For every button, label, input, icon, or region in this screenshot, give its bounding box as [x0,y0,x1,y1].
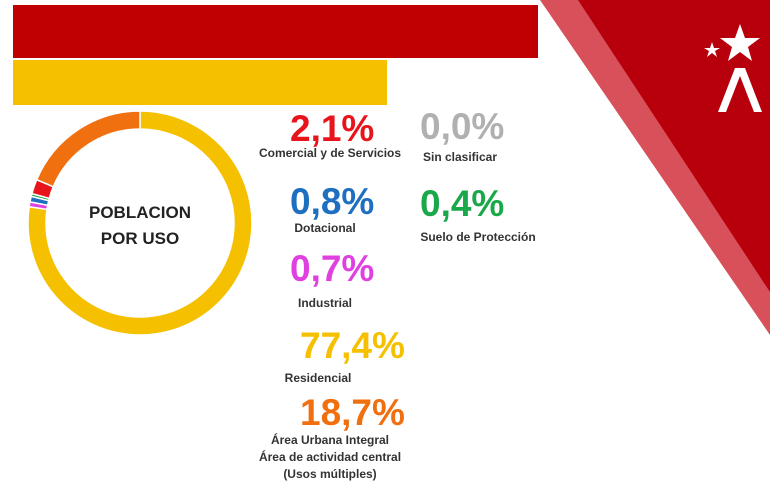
chart-title: POBLACION POR USO [89,203,191,248]
category-label: Suelo de Protección [420,230,536,244]
header-bar [13,5,538,58]
value-label: 2,1% [290,108,375,149]
category-label: Industrial [297,296,353,310]
value-label: 77,4% [300,325,405,366]
value-label: 18,7% [300,392,405,433]
diagonal-band [578,0,770,292]
donut-slice [27,110,253,336]
category-label: Dotacional [294,221,356,235]
value-label: 0,8% [290,181,375,222]
subheader-bar [13,60,387,105]
value-label: 0,4% [420,183,505,224]
logo [704,24,762,112]
donut-slice [35,110,141,188]
value-label: 0,0% [420,106,505,147]
category-label: Sin clasificar [422,150,498,164]
value-label: 0,7% [290,248,375,289]
category-label: Comercial y de Servicios [258,146,402,160]
category-label: Residencial [284,371,352,385]
category-label: Área Urbana Integral Área de actividad c… [258,433,402,481]
